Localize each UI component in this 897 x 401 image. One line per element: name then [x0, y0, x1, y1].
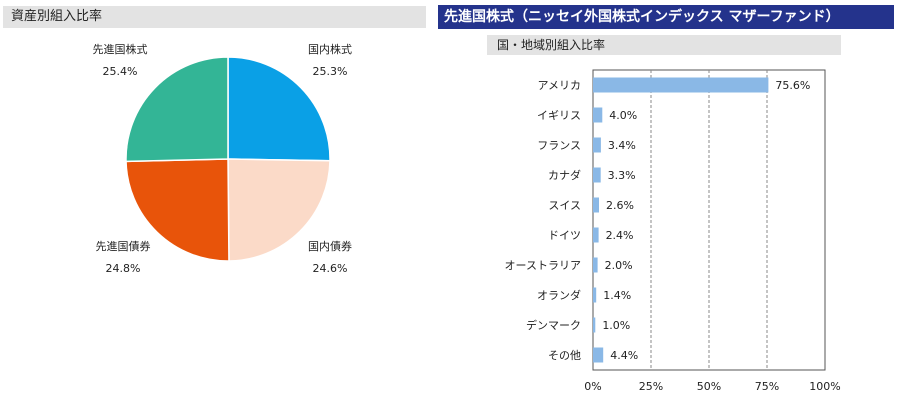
bar: [593, 317, 596, 333]
category-label: イギリス: [537, 109, 581, 122]
fund-name-text: 先進国株式（ニッセイ外国株式インデックス マザーファンド）: [444, 9, 840, 25]
pie-slice-label: 先進国株式: [93, 42, 148, 56]
value-label: 1.0%: [602, 319, 630, 332]
value-label: 75.6%: [775, 79, 810, 92]
bar: [593, 227, 599, 243]
bar: [593, 287, 597, 303]
bar: [593, 167, 601, 183]
x-tick-label: 25%: [639, 380, 663, 393]
value-label: 4.0%: [609, 109, 637, 122]
fund-name-banner: 先進国株式（ニッセイ外国株式インデックス マザーファンド）: [438, 5, 894, 29]
country-allocation-header: 国・地域別組入比率: [487, 35, 841, 55]
x-tick-label: 50%: [697, 380, 721, 393]
x-tick-label: 100%: [809, 380, 840, 393]
value-label: 1.4%: [603, 289, 631, 302]
category-label: カナダ: [548, 168, 581, 182]
bar: [593, 197, 599, 213]
value-label: 3.3%: [608, 169, 636, 182]
pie-slice-value: 24.6%: [313, 262, 348, 275]
category-label: その他: [548, 349, 581, 362]
bar: [593, 347, 604, 363]
value-label: 2.0%: [605, 259, 633, 272]
category-label: オーストラリア: [505, 259, 581, 272]
pie-slice: [125, 56, 229, 163]
pie-slice-label: 国内株式: [308, 42, 352, 56]
category-label: フランス: [537, 139, 581, 152]
pie-slice-value: 25.3%: [313, 65, 348, 78]
pie-slice: [227, 56, 331, 162]
country-allocation-title: 国・地域別組入比率: [497, 38, 606, 52]
asset-allocation-header: 資産別組入比率: [3, 6, 426, 28]
category-label: スイス: [548, 199, 581, 212]
pie-slice-label: 先進国債券: [96, 239, 151, 253]
pie-slice-value: 24.8%: [106, 262, 141, 275]
bar: [593, 137, 601, 153]
category-label: ドイツ: [548, 229, 581, 242]
x-tick-label: 75%: [755, 380, 779, 393]
pie-slice: [227, 158, 331, 262]
asset-allocation-title: 資産別組入比率: [11, 9, 103, 24]
category-label: オランダ: [537, 288, 581, 302]
bar: [593, 257, 598, 273]
bar: [593, 77, 769, 93]
x-tick-label: 0%: [584, 380, 601, 393]
value-label: 2.4%: [606, 229, 634, 242]
pie-slice: [125, 158, 230, 262]
country-bar-chart: 0% 25% 50% 75% 100% アメリカ 75.6% イギリス 4.0% フランス 3.4%…: [505, 69, 841, 393]
value-label: 2.6%: [606, 199, 634, 212]
value-label: 3.4%: [608, 139, 636, 152]
bar: [593, 107, 603, 123]
category-label: アメリカ: [538, 79, 581, 92]
asset-pie-chart: 国内株式 25.3% 国内債券 24.6% 先進国債券 24.8% 先進国株式 25.4%: [93, 42, 353, 275]
value-label: 4.4%: [610, 349, 638, 362]
pie-slice-value: 25.4%: [103, 65, 138, 78]
category-label: デンマーク: [526, 318, 581, 332]
pie-slice-label: 国内債券: [308, 239, 352, 253]
